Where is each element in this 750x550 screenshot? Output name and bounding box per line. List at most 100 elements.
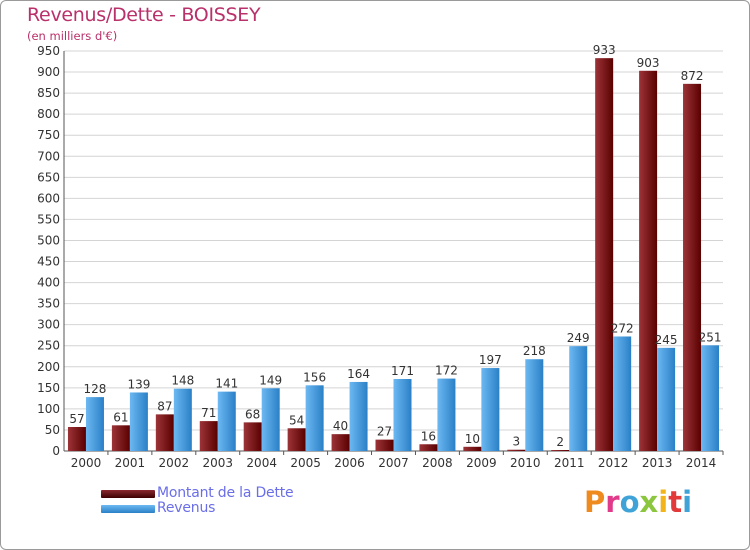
x-tick-label: 2008: [422, 456, 453, 470]
x-tick-label: 2009: [466, 456, 497, 470]
data-label-revenus-2005: 156: [303, 370, 326, 384]
x-tick-label: 2010: [510, 456, 541, 470]
data-label-revenus-2004: 149: [259, 373, 282, 387]
y-tick-label: 450: [37, 255, 60, 269]
legend-swatch-revenus: [101, 505, 155, 513]
data-label-dette-2001: 61: [113, 410, 128, 424]
logo-letter: t: [668, 485, 683, 519]
data-label-revenus-2011: 249: [567, 331, 590, 345]
data-label-revenus-2009: 197: [479, 353, 502, 367]
bar-dette-2011: [551, 450, 570, 451]
y-tick-label: 950: [37, 44, 60, 58]
logo-letter: i: [658, 485, 669, 519]
bar-dette-2002: [155, 414, 174, 451]
bar-revenus-2005: [305, 385, 324, 451]
y-tick-label: 0: [52, 444, 60, 458]
x-tick-label: 2000: [71, 456, 102, 470]
data-label-dette-2007: 27: [377, 425, 392, 439]
chart-subtitle: (en milliers d'€): [27, 29, 118, 43]
y-tick-label: 650: [37, 170, 60, 184]
y-tick-label: 100: [37, 402, 60, 416]
x-tick-label: 2001: [115, 456, 146, 470]
x-tick-label: 2007: [378, 456, 409, 470]
y-tick-label: 400: [37, 276, 60, 290]
bar-dette-2009: [463, 446, 482, 451]
x-tick-label: 2004: [246, 456, 277, 470]
data-label-dette-2000: 57: [69, 412, 84, 426]
data-labels: 57 128 61 139 87 148 71 141 68 149 54 156 40 164 27 171…: [69, 43, 721, 449]
data-label-revenus-2007: 171: [391, 364, 414, 378]
proxiti-logo: Proxiti: [584, 485, 692, 519]
y-tick-label: 800: [37, 107, 60, 121]
bar-revenus-2001: [129, 392, 148, 451]
data-label-dette-2012: 933: [593, 43, 616, 57]
y-tick-label: 550: [37, 212, 60, 226]
data-label-revenus-2014: 251: [699, 330, 722, 344]
bar-dette-2007: [375, 439, 394, 451]
data-label-revenus-2012: 272: [611, 321, 634, 335]
y-tick-label: 900: [37, 65, 60, 79]
logo-letter: o: [619, 485, 640, 519]
legend-swatch-dette: [101, 490, 155, 498]
bar-revenus-2003: [217, 391, 236, 451]
data-label-dette-2010: 3: [512, 435, 520, 449]
data-label-revenus-2001: 139: [127, 377, 150, 391]
x-tick-label: 2003: [202, 456, 233, 470]
logo-letter: x: [639, 485, 659, 519]
legend-label-revenus: Revenus: [157, 500, 216, 516]
y-tick-label: 250: [37, 339, 60, 353]
data-label-revenus-2003: 141: [215, 377, 238, 391]
bar-revenus-2009: [481, 368, 500, 451]
bar-revenus-2014: [701, 345, 720, 451]
data-label-revenus-2010: 218: [523, 344, 546, 358]
data-label-dette-2013: 903: [637, 56, 660, 70]
bar-dette-2000: [67, 427, 86, 451]
bar-dette-2013: [639, 70, 658, 451]
bar-dette-2006: [331, 434, 350, 451]
bar-revenus-2007: [393, 379, 412, 451]
data-label-dette-2014: 872: [681, 69, 704, 83]
y-tick-label: 750: [37, 128, 60, 142]
data-label-dette-2004: 68: [245, 407, 260, 421]
y-tick-label: 150: [37, 381, 60, 395]
data-label-dette-2002: 87: [157, 399, 172, 413]
bar-revenus-2000: [85, 397, 104, 451]
y-tick-label: 350: [37, 297, 60, 311]
bar-revenus-2008: [437, 378, 456, 451]
bar-dette-2003: [199, 421, 218, 451]
bar-revenus-2011: [569, 346, 588, 451]
x-tick-label: 2013: [642, 456, 673, 470]
x-tick-label: 2011: [554, 456, 585, 470]
logo-letter: r: [605, 485, 620, 519]
data-label-revenus-2008: 172: [435, 364, 458, 378]
axes: 0 50 100 150 200 250 300 350 400 450 500 550 600 650 7…: [37, 44, 724, 470]
data-label-dette-2009: 10: [465, 432, 480, 446]
y-tick-label: 850: [37, 86, 60, 100]
data-label-dette-2003: 71: [201, 406, 216, 420]
y-tick-label: 200: [37, 360, 60, 374]
x-tick-label: 2005: [290, 456, 321, 470]
y-tick-label: 500: [37, 233, 60, 247]
bar-dette-2008: [419, 444, 438, 451]
data-label-revenus-2000: 128: [84, 382, 107, 396]
bar-dette-2010: [507, 449, 526, 451]
y-tick-label: 700: [37, 149, 60, 163]
bar-dette-2004: [243, 422, 262, 451]
bar-dette-2001: [111, 425, 130, 451]
data-label-dette-2005: 54: [289, 413, 304, 427]
bar-revenus-2012: [613, 336, 632, 451]
legend-label-dette: Montant de la Dette: [157, 485, 294, 501]
data-label-revenus-2013: 245: [655, 333, 678, 347]
bars: [67, 58, 720, 451]
data-label-revenus-2006: 164: [347, 367, 370, 381]
logo-letter: i: [682, 485, 693, 519]
data-label-dette-2006: 40: [333, 419, 348, 433]
logo-letter: P: [584, 485, 606, 519]
y-tick-label: 300: [37, 318, 60, 332]
x-tick-label: 2006: [334, 456, 365, 470]
data-label-dette-2008: 16: [421, 429, 436, 443]
y-tick-label: 600: [37, 191, 60, 205]
bar-revenus-2004: [261, 388, 280, 451]
